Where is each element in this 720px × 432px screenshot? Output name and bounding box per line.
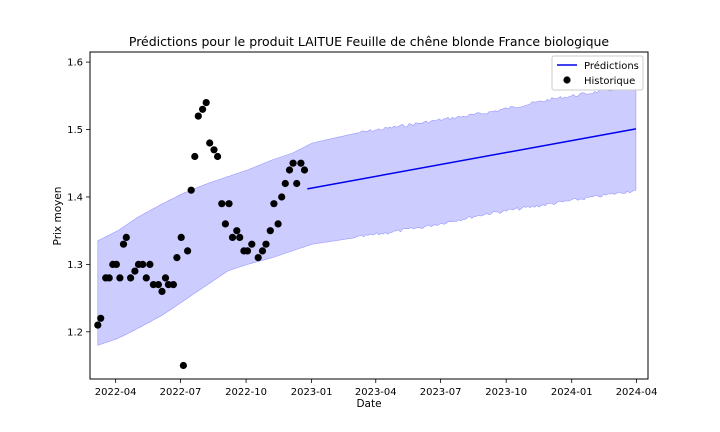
history-point [161, 274, 170, 282]
history-point [293, 179, 301, 188]
prediction-line [307, 128, 637, 190]
plot-area [94, 85, 637, 370]
x-tick-label: 2023-10 [485, 387, 527, 398]
x-tick-label: 2024-04 [616, 387, 658, 398]
history-point [116, 274, 124, 282]
history-point [131, 267, 139, 275]
legend-point-marker [563, 76, 571, 84]
history-point [146, 260, 154, 268]
x-tick-label: 2023-07 [420, 387, 462, 398]
history-point [94, 321, 102, 329]
history-point [297, 159, 305, 167]
history-point [221, 220, 229, 228]
x-tick-label: 2022-10 [225, 387, 267, 398]
y-tick-label: 1.5 [67, 125, 83, 136]
history-point [164, 281, 172, 289]
history-point [127, 274, 135, 282]
history-point [266, 227, 274, 235]
history-point [202, 99, 210, 107]
history-point [97, 314, 105, 322]
y-tick-label: 1.2 [67, 327, 83, 338]
x-tick-label: 2022-07 [160, 387, 202, 398]
history-point [281, 179, 289, 188]
history-point [285, 166, 294, 174]
history-point [243, 247, 252, 255]
history-point [248, 240, 256, 248]
y-tick-label: 1.3 [67, 260, 83, 271]
x-tick-label: 2022-04 [95, 387, 137, 398]
y-axis-label: Prix moyen [52, 187, 64, 246]
history-point [228, 233, 237, 241]
legend-label-history: Historique [584, 76, 635, 87]
history-point [142, 274, 150, 282]
history-point [177, 233, 185, 241]
history-point [262, 240, 270, 248]
history-point [270, 200, 278, 208]
history-point [105, 274, 113, 282]
legend: Prédictions Historique [551, 55, 644, 91]
history-point [139, 260, 147, 268]
x-tick-label: 2023-04 [355, 387, 397, 398]
legend-label-predictions: Prédictions [584, 60, 639, 72]
history-point [300, 166, 309, 174]
history-point [173, 254, 181, 262]
x-tick-label: 2023-01 [291, 387, 333, 398]
x-tick-label: 2024-01 [551, 387, 593, 398]
history-point [258, 247, 267, 255]
history-point [184, 247, 192, 255]
y-tick-label: 1.4 [67, 192, 83, 203]
y-tick-label: 1.6 [67, 58, 83, 69]
history-point [289, 159, 297, 167]
history-point [210, 146, 218, 154]
history-point [179, 361, 187, 370]
history-point [199, 105, 207, 113]
history-point [236, 233, 244, 241]
history-point [122, 233, 130, 241]
history-point [112, 260, 120, 268]
history-point [119, 240, 128, 248]
history-point [206, 139, 214, 147]
history-point [149, 281, 157, 289]
history-point [218, 200, 226, 208]
y-axis: 1.2 1.3 1.4 1.5 1.6 [67, 58, 90, 338]
history-point [278, 193, 286, 201]
history-point [274, 220, 282, 228]
history-point [225, 200, 233, 208]
prediction-interval-band [97, 85, 637, 346]
history-point [233, 227, 241, 235]
history-point [158, 287, 166, 295]
history-point [191, 152, 199, 161]
x-axis: 2022-04 2022-07 2022-10 2023-01 2023-04 2023-… [95, 379, 658, 398]
x-axis-label: Date [356, 398, 381, 410]
history-point [187, 186, 195, 194]
history-point [194, 112, 202, 120]
history-point [169, 281, 177, 289]
history-point [214, 152, 222, 161]
chart-title: Prédictions pour le produit LAITUE Feuil… [129, 34, 610, 49]
history-point [254, 254, 262, 262]
plot-frame [89, 51, 649, 380]
history-point [154, 281, 162, 289]
